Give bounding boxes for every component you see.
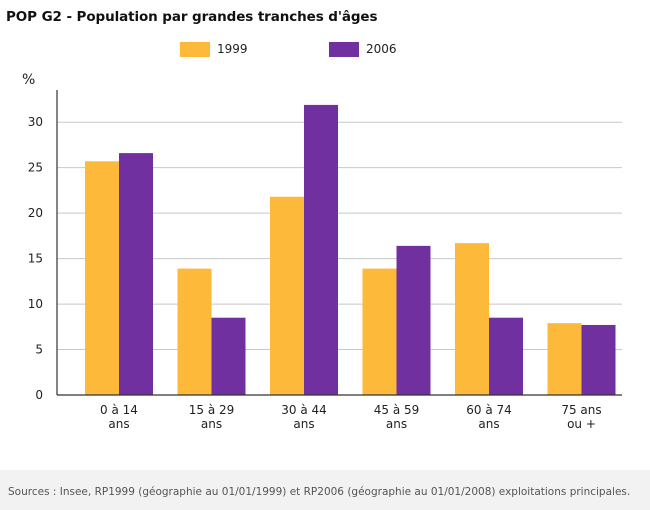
chart-panel: POP G2 - Population par grandes tranches…	[0, 9, 650, 471]
y-tick-label: 30	[28, 115, 43, 129]
y-axis-ticks: 0 5 10 15 20 25 30	[28, 115, 43, 402]
x-tick-label: 75 ans ou +	[561, 403, 601, 431]
bar-1999-1	[177, 268, 212, 395]
bar-1999-0	[85, 161, 119, 395]
x-tick-label: 0 à 14 ans	[100, 403, 138, 431]
legend-label-1999: 1999	[217, 42, 248, 56]
bar-2006-4	[489, 317, 523, 395]
bar-1999-5	[547, 323, 582, 395]
legend-item-1999: 1999	[180, 40, 248, 58]
y-tick-label: 25	[28, 161, 43, 175]
y-tick-label: 10	[28, 297, 43, 311]
y-axis-label: %	[22, 72, 35, 88]
x-tick-label: 60 à 74 ans	[466, 403, 512, 431]
legend-item-2006: 2006	[329, 40, 397, 58]
bar-2006-5	[581, 324, 616, 395]
bar-chart: 0 5 10 15 20 25 30 0 à 14 ans 15 à 29 ans 30 à 44 a…	[22, 72, 622, 431]
bars	[85, 104, 616, 396]
y-tick-label: 5	[35, 343, 43, 357]
x-tick-label: 30 à 44 ans	[281, 403, 327, 431]
legend-swatch-1999	[180, 41, 210, 57]
axes	[56, 90, 622, 396]
chart-title: POP G2 - Population par grandes tranches…	[6, 9, 378, 25]
legend-label-2006: 2006	[366, 42, 397, 56]
bar-2006-1	[211, 317, 246, 395]
y-tick-label: 20	[28, 206, 43, 220]
bar-2006-2	[304, 104, 338, 396]
x-tick-label: 15 à 29 ans	[189, 403, 235, 431]
legend-swatch-2006	[329, 41, 359, 57]
sources-note: Sources : Insee, RP1999 (géographie au 0…	[0, 470, 650, 510]
x-axis-ticks: 0 à 14 ans 15 à 29 ans 30 à 44 ans 45 à 59 ans 6…	[100, 403, 602, 431]
bar-2006-0	[119, 153, 153, 395]
bar-1999-3	[362, 268, 397, 395]
y-tick-label: 0	[35, 388, 43, 402]
y-tick-label: 15	[28, 252, 43, 266]
x-tick-label: 45 à 59 ans	[374, 403, 420, 431]
bar-1999-4	[455, 243, 489, 395]
bar-1999-2	[270, 196, 304, 395]
bar-2006-3	[396, 245, 431, 395]
